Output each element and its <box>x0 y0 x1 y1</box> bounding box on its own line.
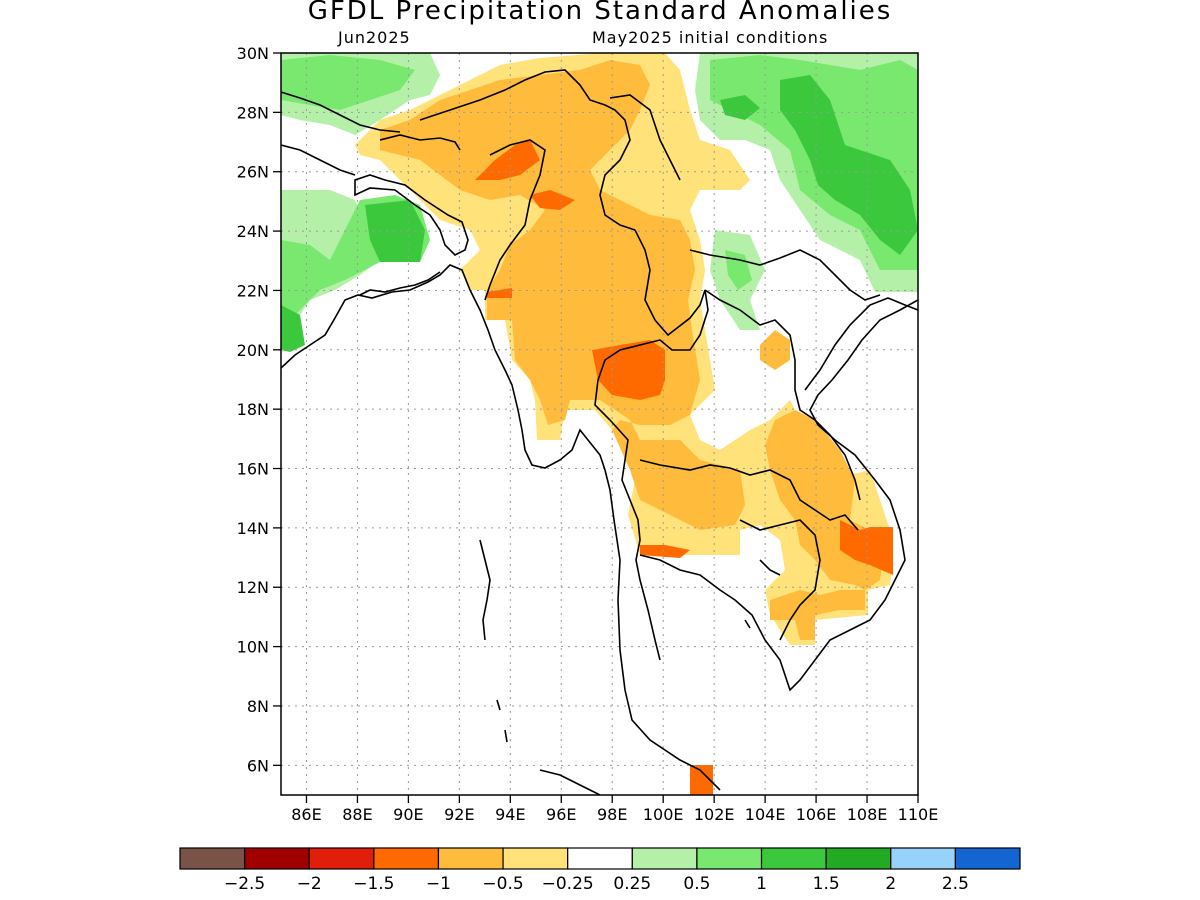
green-region-northeast-dark2 <box>720 95 760 120</box>
lon-tick-label: 96E <box>546 805 576 824</box>
border-china-north <box>609 94 681 181</box>
colorbar-label: −0.5 <box>482 874 523 894</box>
green-region-northeast-dark <box>780 75 918 255</box>
island-phu-quoc <box>744 559 781 629</box>
border-china-laos <box>689 249 881 301</box>
colorbar-label: 1 <box>756 874 767 894</box>
strong-dry-north-myanmar <box>475 140 540 180</box>
colorbar-swatch <box>825 847 892 870</box>
coastline-gulf-of-thailand <box>639 299 918 692</box>
forecast-month: Jun2025 <box>338 28 411 47</box>
colorbar-swatch <box>631 847 698 870</box>
coastline-sumatra-tip <box>539 769 601 795</box>
colorbar-swatch <box>890 847 956 870</box>
lon-tick-label: 102E <box>694 805 735 824</box>
border-india-myanmar <box>419 69 636 231</box>
colorbar-swatch <box>954 847 1021 870</box>
border-nepal <box>281 91 401 133</box>
colorbar-swatch <box>502 847 569 870</box>
lat-tick-label: 14N <box>237 519 269 538</box>
colorbar-label: 1.5 <box>813 874 840 894</box>
colorbar-swatch <box>373 847 440 870</box>
lat-tick-label: 6N <box>247 756 269 775</box>
lon-tick-label: 106E <box>796 805 837 824</box>
lat-tick-label: 12N <box>237 578 269 597</box>
strong-dry-south-peninsula <box>690 765 713 795</box>
border-thailand-cambodia <box>639 459 859 531</box>
colorbar-label: 2 <box>885 874 896 894</box>
green-region-south-china-mid <box>725 250 752 290</box>
colorbar-swatch <box>696 847 763 870</box>
colorbar-label: −2.5 <box>224 874 265 894</box>
lat-tick-label: 20N <box>237 341 269 360</box>
lat-tick-label: 10N <box>237 638 269 657</box>
lat-tick-label: 22N <box>237 281 269 300</box>
lon-tick-label: 94E <box>495 805 525 824</box>
dry-region-main <box>380 60 745 530</box>
colorbar-swatch <box>308 847 375 870</box>
lat-tick-label: 26N <box>237 163 269 182</box>
border-myanmar-east <box>484 139 546 301</box>
lat-tick-label: 30N <box>237 44 269 63</box>
coastline-bangladesh-delta <box>359 271 441 296</box>
colorbar-label: −2 <box>297 874 322 894</box>
colorbar-label: 0.5 <box>683 874 710 894</box>
plot-frame <box>280 52 919 796</box>
map-title: GFDL Precipitation Standard Anomalies <box>307 0 893 26</box>
strong-dry-north-thailand <box>592 340 665 400</box>
anomaly-shading <box>281 53 918 795</box>
colorbar-swatch <box>179 847 246 870</box>
island-andaman <box>479 539 491 641</box>
border-laos <box>704 289 861 501</box>
coastlines-and-borders <box>281 69 918 795</box>
colorbar-label: 2.5 <box>942 874 969 894</box>
colorbar-label: −1 <box>426 874 451 894</box>
lon-tick-label: 88E <box>342 805 372 824</box>
lon-tick-label: 104E <box>745 805 786 824</box>
dry-region-east3 <box>800 470 835 520</box>
lon-tick-label: 110E <box>898 805 939 824</box>
coastline-vietnam-north <box>804 297 918 391</box>
lon-tick-label: 108E <box>847 805 888 824</box>
green-region-northwest-mid <box>281 55 415 110</box>
dry-region-east2 <box>765 410 885 640</box>
lon-tick-label: 92E <box>444 805 474 824</box>
strong-dry-north-myanmar2 <box>530 190 575 210</box>
colorbar-swatch <box>760 847 827 870</box>
initial-conditions-label: May2025 initial conditions <box>592 28 829 47</box>
lon-tick-label: 86E <box>291 805 321 824</box>
colorbar-label: 0.25 <box>613 874 651 894</box>
border-bhutan <box>379 134 461 151</box>
longitude-axis: 86E 88E 90E 92E 94E 96E 98E 100E 102E 104E 106E 108… <box>291 795 938 824</box>
lat-tick-label: 8N <box>247 697 269 716</box>
gridlines <box>281 53 918 795</box>
border-myanmar-thailand <box>594 229 709 661</box>
lat-tick-label: 18N <box>237 400 269 419</box>
colorbar-label: −1.5 <box>353 874 394 894</box>
colorbar-swatch <box>437 847 504 870</box>
colorbar: −2.5 −2 −1.5 −1 −0.5 −0.25 0.25 0.5 1 1.5 2 2.5 <box>179 847 1021 894</box>
green-region-west-dark <box>281 305 305 352</box>
lat-tick-label: 24N <box>237 222 269 241</box>
lon-tick-label: 90E <box>393 805 423 824</box>
strong-dry-south-thailand <box>640 545 690 558</box>
lon-tick-label: 100E <box>643 805 684 824</box>
lon-tick-label: 98E <box>597 805 627 824</box>
strong-dry-vietnam <box>840 520 893 575</box>
colorbar-swatch <box>567 847 633 870</box>
colorbar-swatch <box>244 847 310 870</box>
dry-region-east <box>760 330 790 370</box>
border-bangladesh <box>354 174 469 256</box>
island-nicobar <box>496 699 508 743</box>
border-cambodia-vietnam <box>739 519 821 641</box>
latitude-axis: 30N 28N 26N 24N 22N 20N 18N 16N 14N 12N 10N 8N 6N <box>237 44 281 775</box>
colorbar-label: −0.25 <box>542 874 594 894</box>
lat-tick-label: 16N <box>237 460 269 479</box>
lat-tick-label: 28N <box>237 103 269 122</box>
coastline-bay-of-bengal <box>281 264 721 791</box>
border-india-west <box>281 144 356 176</box>
